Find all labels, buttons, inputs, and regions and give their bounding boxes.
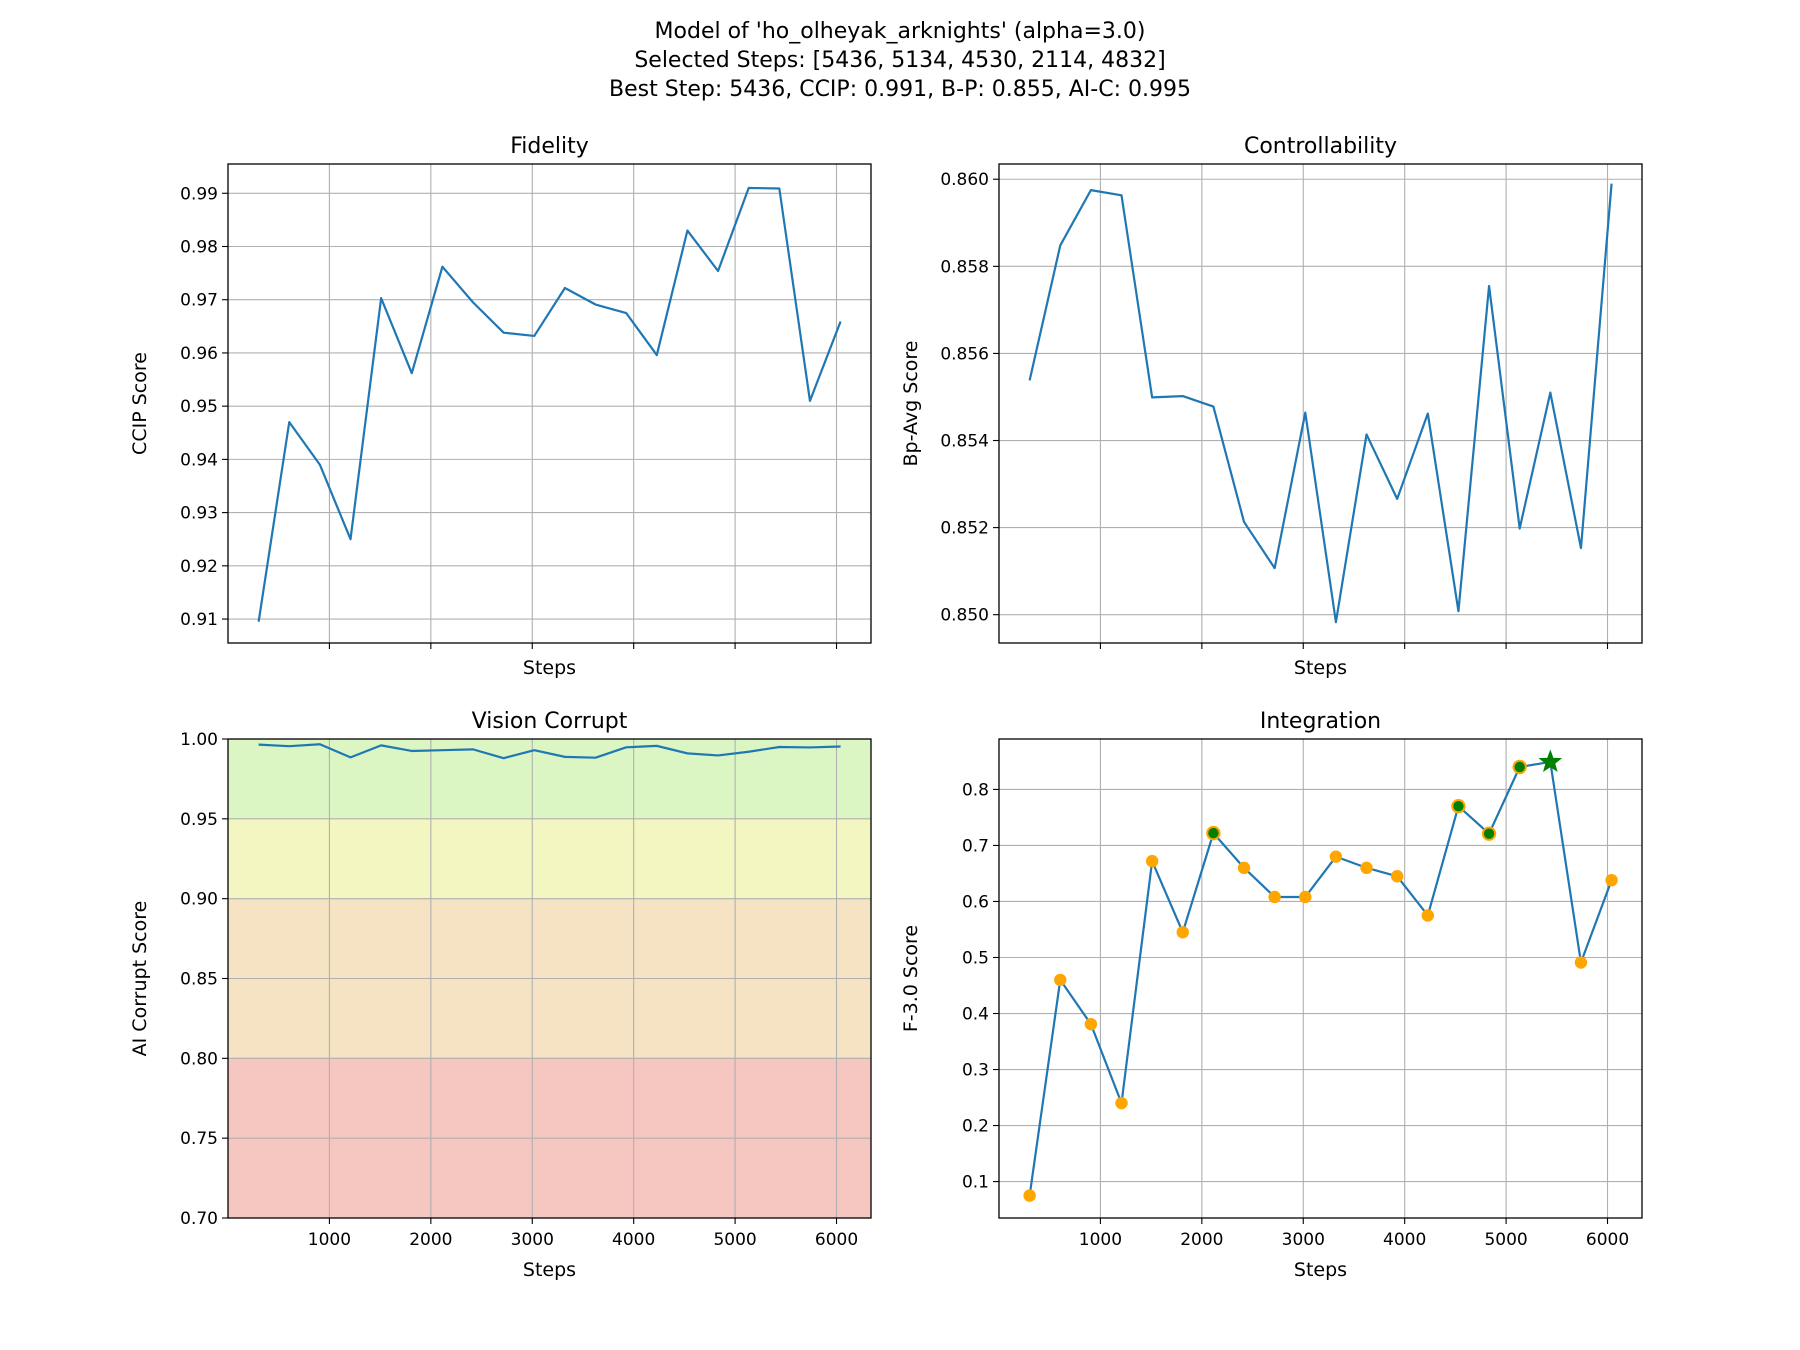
integration-ylabel: F-3.0 Score: [900, 925, 922, 1032]
integration-point-3: [1115, 1096, 1128, 1110]
integration-point-12: [1390, 870, 1404, 883]
integration-point-18: [1574, 956, 1588, 969]
controllability-ytick-label-3: 0.856: [940, 344, 989, 364]
integration-xlabel: Steps: [1294, 1259, 1347, 1281]
fidelity-ytick-label-0: 0.91: [180, 610, 218, 630]
integration-ytick-label-5: 0.6: [962, 892, 989, 912]
controllability-plot-area: [999, 164, 1642, 643]
integration-ytick-label-0: 0.1: [962, 1173, 989, 1193]
fidelity-ytick-label-1: 0.92: [180, 557, 218, 577]
integration-xtick-label-3: 4000: [1383, 1230, 1426, 1250]
vision-corrupt-xtick-label-0: 1000: [308, 1230, 351, 1250]
vision-corrupt-title: Vision Corrupt: [472, 709, 628, 734]
integration-selected-point-16: [1512, 759, 1527, 775]
vision-corrupt-ylabel: AI Corrupt Score: [129, 901, 151, 1057]
integration-point-4: [1145, 854, 1159, 868]
integration-point-19: [1605, 873, 1618, 887]
vision-corrupt-ytick-label-2: 0.80: [180, 1049, 218, 1069]
integration-plot-area: [999, 739, 1642, 1218]
controllability-ytick-label-0: 0.850: [940, 606, 989, 626]
integration-xtick-label-4: 5000: [1484, 1230, 1527, 1250]
integration-point-1: [1054, 973, 1067, 987]
fidelity-ylabel: CCIP Score: [129, 352, 151, 455]
vision-corrupt-band-3: [228, 739, 871, 819]
integration-point-9: [1299, 890, 1312, 904]
vision-corrupt-ytick-label-4: 0.90: [180, 890, 218, 910]
integration-frame: [998, 738, 1643, 1219]
vision-corrupt-ytick-label-5: 0.95: [180, 810, 218, 830]
fidelity-ytick-label-6: 0.97: [180, 291, 218, 311]
integration-ytick-label-7: 0.8: [962, 780, 989, 800]
integration-chart: 1000 2000 3000 4000 5000 6000 0.1 0.2 0.3 0.4 0.5 0…: [900, 709, 1643, 1281]
fidelity-ytick-label-5: 0.96: [180, 344, 218, 364]
fidelity-chart: 0.91 0.92 0.93 0.94 0.95 0.96 0.97 0.98 0.99 Fide…: [129, 134, 872, 679]
controllability-xlabel: Steps: [1294, 657, 1347, 679]
vision-corrupt-chart: 1000 2000 3000 4000 5000 6000 0.70 0.75 0.80 0.85…: [129, 709, 872, 1281]
figure-title-line-3: Best Step: 5436, CCIP: 0.991, B-P: 0.855…: [609, 77, 1191, 102]
integration-ytick-label-1: 0.2: [962, 1117, 989, 1137]
integration-best-step-star: [1538, 749, 1563, 773]
fidelity-frame: [227, 163, 872, 644]
integration-point-13: [1421, 909, 1435, 922]
integration-xtick-label-1: 2000: [1180, 1230, 1223, 1250]
integration-title: Integration: [1260, 709, 1381, 734]
integration-xtick-label-5: 6000: [1586, 1230, 1629, 1250]
fidelity-ytick-label-7: 0.98: [180, 237, 218, 257]
integration-selected-point-15: [1481, 826, 1497, 841]
vision-corrupt-series-line: [258, 743, 841, 760]
integration-ytick-label-2: 0.3: [962, 1061, 989, 1081]
integration-ytick-label-6: 0.7: [962, 836, 989, 856]
integration-xtick-label-0: 1000: [1079, 1230, 1122, 1250]
controllability-ytick-label-4: 0.858: [940, 257, 989, 277]
fidelity-xlabel: Steps: [523, 657, 576, 679]
controllability-chart: 0.850 0.852 0.854 0.856 0.858 0.860 Controllab…: [900, 134, 1643, 679]
controllability-ytick-label-1: 0.852: [940, 519, 989, 539]
vision-corrupt-ytick-label-3: 0.85: [180, 970, 218, 990]
integration-ytick-label-4: 0.5: [962, 948, 989, 968]
vision-corrupt-ytick-label-6: 1.00: [180, 730, 218, 750]
vision-corrupt-ytick-label-1: 0.75: [180, 1129, 218, 1149]
integration-point-5: [1176, 926, 1189, 939]
integration-point-2: [1084, 1017, 1098, 1031]
vision-corrupt-xtick-label-1: 2000: [409, 1230, 452, 1250]
vision-corrupt-xtick-label-5: 6000: [815, 1230, 858, 1250]
controllability-grid: [999, 164, 1642, 643]
integration-selected-point-6: [1206, 825, 1221, 841]
fidelity-ytick-label-2: 0.93: [180, 504, 218, 524]
vision-corrupt-xlabel: Steps: [523, 1259, 576, 1281]
integration-point-8: [1268, 890, 1281, 904]
fidelity-grid: [228, 164, 871, 643]
vision-corrupt-band-2: [228, 818, 871, 899]
controllability-ytick-label-2: 0.854: [940, 432, 989, 452]
fidelity-ytick-label-4: 0.95: [180, 397, 218, 417]
figure-title-line-1: Model of 'ho_olheyak_arknights' (alpha=3…: [655, 19, 1146, 44]
controllability-title: Controllability: [1244, 134, 1397, 159]
fidelity-series-line: [257, 186, 842, 622]
fidelity-ytick-label-8: 0.99: [180, 184, 218, 204]
integration-point-10: [1329, 850, 1343, 863]
controllability-series-line: [1028, 183, 1613, 624]
integration-ytick-label-3: 0.4: [962, 1005, 989, 1025]
integration-selected-point-14: [1451, 799, 1466, 814]
integration-point-0: [1023, 1189, 1036, 1202]
vision-corrupt-xtick-label-3: 4000: [612, 1230, 655, 1250]
integration-point-7: [1237, 861, 1251, 875]
integration-xtick-label-2: 3000: [1282, 1230, 1325, 1250]
controllability-frame: [998, 163, 1643, 644]
integration-grid: [999, 739, 1642, 1218]
fidelity-ytick-label-3: 0.94: [180, 450, 218, 470]
fidelity-title: Fidelity: [510, 134, 589, 159]
figure-title-line-2: Selected Steps: [5436, 5134, 4530, 2114,…: [634, 48, 1165, 73]
integration-series-line: [1028, 760, 1613, 1196]
vision-corrupt-ytick-label-0: 0.70: [180, 1209, 218, 1229]
fidelity-plot-area: [228, 164, 871, 643]
controllability-ytick-label-5: 0.860: [940, 170, 989, 190]
vision-corrupt-xtick-label-2: 3000: [511, 1230, 554, 1250]
controllability-ylabel: Bp-Avg Score: [900, 341, 922, 467]
integration-point-11: [1360, 861, 1373, 875]
vision-corrupt-xtick-label-4: 5000: [713, 1230, 756, 1250]
